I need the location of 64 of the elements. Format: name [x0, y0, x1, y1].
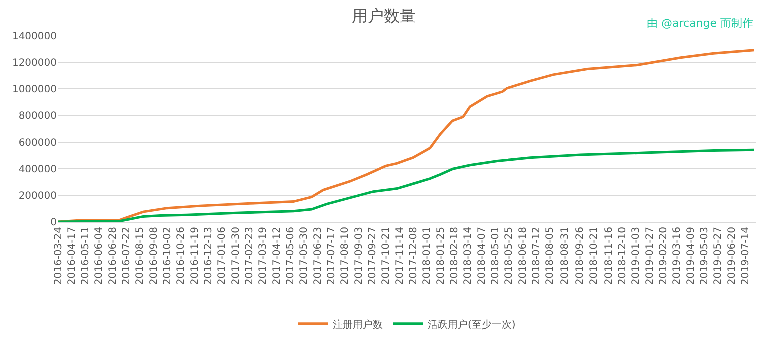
x-tick-label: 2016-05-11 [80, 227, 92, 286]
x-tick-label: 2018-02-18 [450, 227, 460, 286]
legend-label: 注册用户数 [333, 318, 383, 331]
x-tick-label: 2018-12-10 [617, 227, 628, 286]
x-tick-label: 2017-06-23 [312, 227, 324, 286]
chart-title: 用户数量 [352, 6, 416, 26]
legend-label: 活跃用户(至少一次) [428, 318, 516, 331]
x-tick-label: 2016-06-04 [94, 227, 106, 286]
x-tick-label: 2016-06-28 [108, 227, 119, 286]
x-tick-label: 2016-09-08 [148, 227, 160, 286]
x-tick-label: 2018-11-16 [604, 227, 615, 286]
y-tick-label: 0 [50, 218, 57, 228]
x-tick-label: 2018-09-26 [574, 227, 586, 286]
x-tick-label: 2018-10-21 [588, 227, 600, 286]
y-tick-label: 200000 [18, 190, 57, 202]
y-tick-label: 400000 [18, 164, 57, 176]
x-tick-label: 2016-04-17 [66, 227, 78, 286]
x-tick-label: 2017-05-30 [299, 227, 310, 286]
x-tick-label: 2018-06-18 [518, 227, 529, 286]
x-tick-label: 2019-05-27 [713, 227, 724, 286]
x-tick-label: 2017-01-30 [230, 227, 242, 286]
x-tick-label: 2016-11-19 [190, 227, 201, 286]
x-tick-label: 2019-04-09 [686, 227, 697, 286]
x-tick-label: 2016-07-22 [122, 227, 133, 286]
x-tick-label: 2017-02-23 [244, 227, 256, 286]
x-tick-label: 2019-07-14 [740, 227, 752, 286]
y-tick-label: 600000 [18, 138, 57, 149]
y-tick-label: 1000000 [12, 84, 57, 96]
x-tick-label: 2017-01-06 [217, 227, 228, 286]
x-tick-label: 2019-06-20 [726, 227, 738, 286]
y-tick-label: 1400000 [12, 32, 57, 42]
x-tick-label: 2018-03-14 [463, 227, 474, 286]
x-tick-label: 2017-08-10 [340, 227, 352, 286]
x-tick-label: 2017-09-03 [354, 227, 365, 286]
x-tick-label: 2017-09-27 [368, 227, 379, 286]
x-tick-label: 2019-01-27 [644, 227, 656, 286]
x-tick-label: 2016-10-02 [162, 227, 174, 286]
x-tick-label: 2019-02-20 [658, 227, 670, 286]
x-tick-label: 2018-04-07 [476, 227, 488, 286]
x-tick-label: 2017-07-17 [326, 227, 338, 286]
x-tick-label: 2018-08-31 [560, 227, 571, 286]
x-tick-label: 2018-05-25 [504, 227, 516, 286]
x-tick-label: 2016-10-26 [176, 227, 188, 286]
x-tick-label: 2019-05-03 [699, 227, 710, 286]
x-tick-label: 2017-12-08 [408, 227, 420, 286]
line-series [58, 148, 756, 222]
x-tick-label: 2018-07-12 [531, 227, 542, 286]
y-tick-label: 1200000 [12, 58, 57, 70]
x-tick-label: 2018-05-01 [490, 227, 502, 286]
x-tick-label: 2018-01-01 [422, 227, 434, 286]
x-tick-label: 2016-08-15 [135, 227, 146, 286]
x-tick-label: 2019-01-03 [631, 227, 642, 286]
x-tick-label: 2018-01-25 [436, 227, 447, 286]
x-tick-label: 2017-05-06 [286, 227, 297, 286]
x-tick-label: 2017-11-14 [394, 227, 406, 286]
text: 由 @arcange 而制作 [647, 17, 754, 30]
x-tick-label: 2016-12-13 [204, 227, 215, 286]
x-tick-label: 2017-04-12 [272, 227, 283, 286]
x-tick-label: 2018-08-05 [545, 227, 556, 286]
x-tick-label: 2016-03-24 [53, 227, 64, 286]
x-tick-label: 2019-03-16 [672, 227, 684, 286]
x-tick-label: 2017-03-19 [258, 227, 270, 286]
x-tick-label: 2017-10-21 [381, 227, 392, 286]
y-tick-label: 800000 [18, 111, 57, 122]
